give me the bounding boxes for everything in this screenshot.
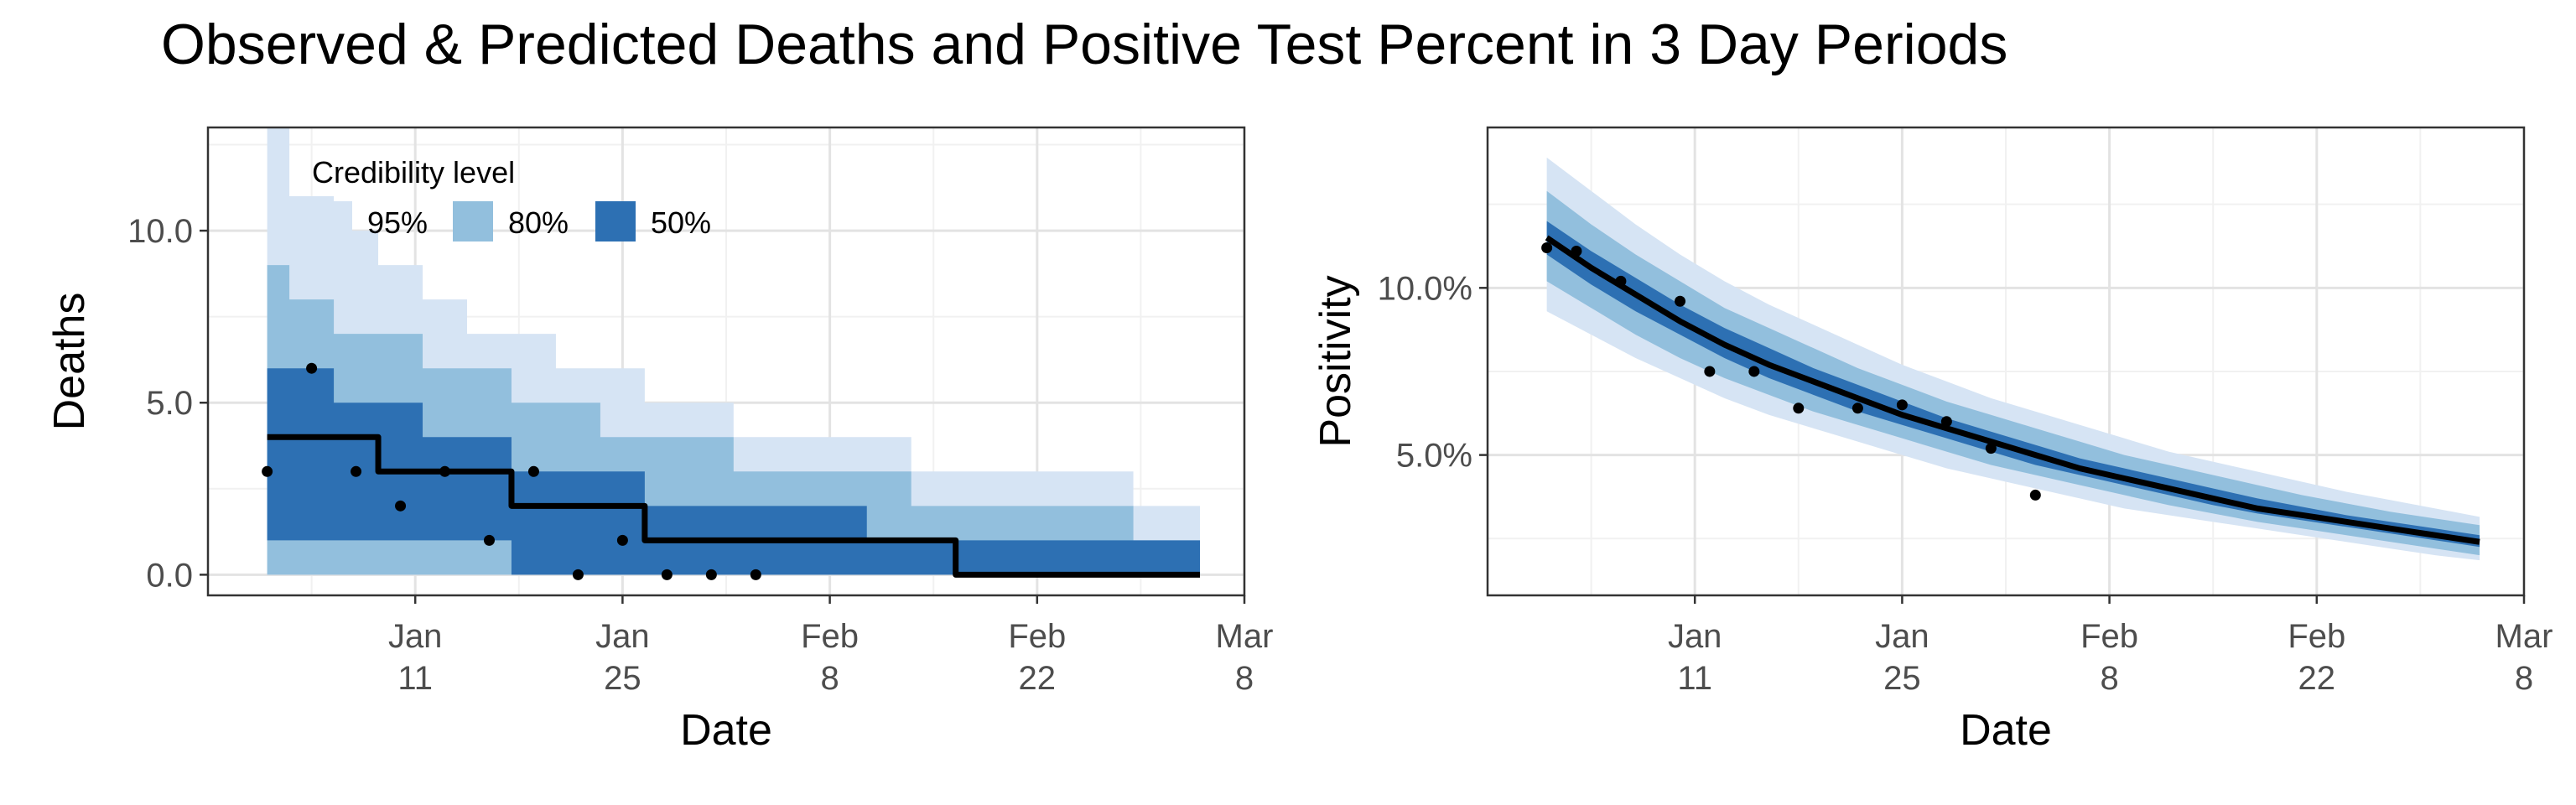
x-tick-label: Jan (1875, 618, 1929, 655)
y-axis-title: Deaths (45, 293, 94, 431)
legend-title: Credibility level (312, 155, 515, 190)
x-tick-label: 25 (1883, 660, 1921, 697)
observed-point (395, 500, 407, 512)
observed-point (661, 569, 673, 580)
legend-label: 80% (508, 205, 569, 240)
x-tick-label: Feb (801, 618, 859, 655)
median-line (267, 434, 1201, 578)
observed-point (351, 465, 362, 477)
x-tick-label: Feb (1008, 618, 1066, 655)
panel-border (206, 126, 1246, 597)
observed-point (705, 569, 717, 580)
legend-swatch (312, 201, 352, 242)
x-tick-label: 8 (820, 660, 839, 697)
legend: Credibility level 95% 80% 50% (312, 155, 711, 242)
observed-point (1748, 366, 1760, 377)
median-line (1545, 235, 2480, 545)
observed-point (572, 569, 584, 580)
observed-point (1704, 366, 1716, 377)
x-tick-label: 8 (2100, 660, 2118, 697)
observed-point (1571, 245, 1582, 257)
legend-label: 95% (367, 205, 428, 240)
observed-point (1896, 399, 1908, 411)
x-axis-title: Date (1960, 706, 2052, 755)
x-tick-label: 22 (2298, 660, 2336, 697)
band-80 (1546, 190, 2480, 556)
x-tick-label: Mar (2496, 618, 2553, 655)
x-tick-label: 8 (2515, 660, 2533, 697)
observed-point (527, 465, 539, 477)
x-tick-label: Jan (1668, 618, 1722, 655)
observed-point (439, 465, 451, 477)
x-tick-label: Jan (595, 618, 650, 655)
observed-point (1675, 295, 1686, 307)
x-tick-label: 11 (1677, 660, 1712, 697)
deaths-panel: 0.0 5.0 10.0 Jan 11 Jan 25 Feb 8 Feb 22 Mar 8 Date Dea… (45, 126, 1274, 755)
panel-border (1486, 126, 2526, 597)
y-tick-label: 5.0 (146, 385, 193, 422)
y-tick-label: 5.0% (1396, 438, 1472, 475)
observed-point (1541, 242, 1553, 253)
figure-title: Observed & Predicted Deaths and Positive… (161, 13, 2008, 76)
observed-point (750, 569, 761, 580)
legend-swatch (595, 201, 636, 242)
x-axis-title: Date (680, 706, 772, 755)
x-tick-label: Mar (1216, 618, 1274, 655)
observed-point (1985, 443, 1997, 454)
x-tick-label: 22 (1019, 660, 1057, 697)
x-tick-label: Feb (2080, 618, 2138, 655)
credibility-bands (1546, 157, 2480, 561)
observed-points (262, 362, 761, 580)
x-tick-label: 25 (604, 660, 641, 697)
observed-point (306, 362, 318, 374)
y-tick-label: 10.0 (127, 213, 193, 250)
observed-point (1793, 402, 1805, 414)
x-tick-label: 11 (397, 660, 433, 697)
credibility-bands (267, 127, 1201, 575)
x-tick-label: Feb (2288, 618, 2345, 655)
observed-points (1541, 242, 2041, 501)
observed-point (1940, 416, 1952, 428)
observed-point (616, 534, 628, 546)
observed-point (2029, 489, 2041, 501)
observed-point (483, 534, 495, 546)
y-axis-title: Positivity (1311, 275, 1360, 447)
y-tick-label: 10.0% (1378, 270, 1472, 307)
observed-point (1852, 402, 1863, 414)
x-tick-label: Jan (388, 618, 443, 655)
y-tick-label: 0.0 (146, 557, 193, 594)
band-50 (267, 368, 1201, 575)
legend-swatch (453, 201, 493, 242)
observed-point (262, 465, 273, 477)
observed-point (1615, 275, 1627, 287)
legend-label: 50% (651, 205, 711, 240)
x-tick-label: 8 (1235, 660, 1254, 697)
positivity-panel: 5.0% 10.0% Jan 11 Jan 25 Feb 8 Feb 22 Mar 8 Date Posi… (1311, 126, 2553, 755)
